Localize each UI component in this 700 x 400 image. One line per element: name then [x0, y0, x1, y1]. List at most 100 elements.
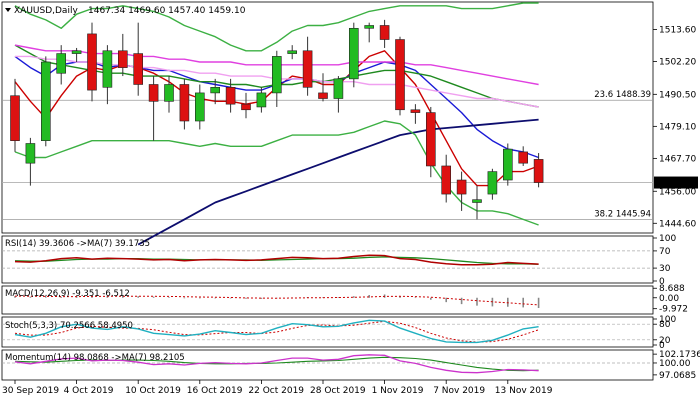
- collapse-arrow-icon[interactable]: [5, 8, 11, 12]
- macd-histogram-bar: [60, 296, 62, 298]
- candle-body: [441, 165, 452, 195]
- candle-body: [133, 53, 143, 85]
- indicator-tick-label: 102.1736: [659, 350, 700, 360]
- candle-body: [210, 86, 220, 94]
- price-tick-label: 1490.50: [659, 90, 696, 100]
- rsi-pane-frame: [1, 235, 654, 284]
- x-tick-label: 1 Nov 2019: [372, 386, 424, 396]
- indicator-tick-label: -9.972: [659, 305, 688, 315]
- price-tick-label: 1479.10: [659, 122, 696, 132]
- rsi-pane: 100 70 30 0: [2, 234, 676, 287]
- macd-label: MACD(12,26,9) -9.351 -6.512: [5, 289, 130, 299]
- candle-body: [164, 84, 174, 102]
- momentum-pane-frame: [1, 349, 654, 381]
- candle-body: [364, 25, 375, 29]
- candle-body: [533, 159, 544, 183]
- candle-body: [425, 112, 436, 167]
- stoch-d-line: [14, 320, 539, 343]
- candle-body: [348, 27, 359, 80]
- indicator-tick-label: 100: [659, 234, 676, 244]
- price-pane-frame: [1, 1, 654, 234]
- indicator-tick-label: 100.00: [659, 359, 691, 369]
- current-price-box: [654, 176, 698, 189]
- macd-histogram-bar: [45, 297, 47, 298]
- x-tick-label: 30 Sep 2019: [2, 386, 59, 396]
- overlay-line: [14, 2, 539, 52]
- rsi-line: [14, 254, 539, 266]
- candle-body: [302, 50, 313, 88]
- fib-level-label: 38.2 1445.94: [594, 210, 651, 220]
- indicator-tick-label: 70: [659, 247, 671, 257]
- candle-body: [40, 61, 51, 141]
- pane-frames: [1, 1, 654, 381]
- candle-body: [87, 33, 97, 91]
- candle-body: [118, 50, 128, 68]
- macd-histogram-bar: [399, 296, 401, 298]
- macd-signal-line: [14, 295, 539, 306]
- candle-body: [518, 151, 529, 164]
- macd-histogram-bar: [353, 296, 355, 298]
- x-tick-label: 16 Oct 2019: [187, 386, 243, 396]
- macd-pane-frame: [1, 285, 654, 315]
- x-tick-label: 28 Oct 2019: [310, 386, 366, 396]
- candle-body: [10, 95, 20, 141]
- overlay-line: [14, 120, 539, 226]
- indicator-tick-label: 0.00: [659, 294, 679, 304]
- macd-histogram-bar: [337, 297, 340, 298]
- macd-histogram-bar: [507, 297, 509, 307]
- macd-histogram-bar: [137, 296, 139, 298]
- candle-body: [472, 199, 482, 203]
- symbol-label: XAUUSD,Daily: [14, 6, 78, 16]
- stoch-label: Stoch(5,3,3) 70.2566 58.4950: [5, 321, 133, 331]
- candle-body: [195, 92, 205, 122]
- candle-body: [179, 84, 190, 122]
- macd-histogram-bar: [414, 297, 417, 299]
- candle-body: [256, 92, 267, 108]
- indicator-tick-label: 80: [659, 320, 671, 330]
- macd-histogram-bar: [106, 296, 109, 298]
- ohlc-label: 1467.34 1469.60 1457.40 1459.10: [88, 6, 246, 16]
- candle-body: [71, 50, 82, 54]
- momentum-line: [14, 354, 539, 374]
- macd-histogram-bar: [460, 297, 463, 305]
- price-tick-label: 1444.60: [659, 219, 696, 229]
- x-tick-label: 10 Oct 2019: [125, 386, 181, 396]
- indicator-tick-label: 30: [659, 264, 671, 274]
- x-tick-label: 22 Oct 2019: [248, 386, 304, 396]
- x-tick-label: 4 Oct 2019: [64, 386, 114, 396]
- price-pane: 1513.60 1502.20 1490.50 1479.10 1467.70 1456.…: [2, 2, 698, 246]
- macd-histogram-bar: [214, 297, 216, 299]
- macd-histogram-bar: [430, 297, 432, 300]
- candle-body: [379, 25, 390, 40]
- stoch-pane-frame: [1, 316, 654, 348]
- candle-body: [395, 39, 405, 111]
- macd-histogram-bar: [522, 297, 524, 308]
- indicator-tick-label: 20: [659, 336, 671, 346]
- macd-histogram-bar: [368, 295, 370, 298]
- candle-body: [410, 109, 421, 113]
- macd-histogram-bar: [229, 297, 232, 299]
- indicator-tick-label: 97.0685: [659, 371, 696, 381]
- candle-body: [333, 78, 344, 99]
- candle-body: [487, 171, 498, 195]
- price-tick-label: 1456.00: [659, 187, 696, 197]
- momentum-label: Momentum(14) 98.0868 ->MA(7) 98.2105: [5, 353, 185, 363]
- price-tick-label: 1513.60: [659, 25, 696, 35]
- macd-histogram-bar: [183, 297, 186, 299]
- macd-histogram-bar: [537, 297, 540, 309]
- macd-histogram-bar: [152, 296, 155, 298]
- current-price-label: 1459.10: [658, 179, 695, 189]
- candle-body: [56, 53, 67, 74]
- candle-body: [456, 179, 467, 195]
- macd-histogram-bar: [476, 297, 478, 306]
- chart-header: XAUUSD,Daily 1467.34 1469.60 1457.40 145…: [5, 6, 246, 16]
- macd-histogram-bar: [168, 297, 170, 298]
- price-tick-label: 1502.20: [659, 57, 696, 67]
- stoch-k-line: [14, 319, 539, 344]
- macd-histogram-bar: [245, 297, 247, 299]
- rsi-label: RSI(14) 39.3606 ->MA(7) 39.1735: [5, 239, 150, 249]
